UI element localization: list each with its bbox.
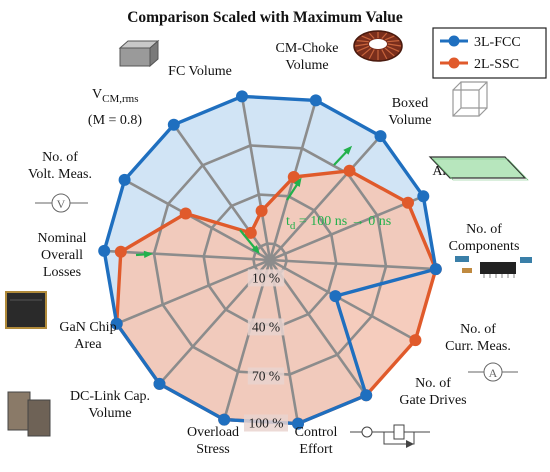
- gan-chip-icon: [5, 291, 47, 329]
- ring-label-1: 10 %: [252, 270, 280, 285]
- grid-spoke-fc-volume: [240, 96, 272, 261]
- components-icon: [455, 256, 532, 278]
- category-label-overload-stress: Overload Stress: [187, 425, 239, 457]
- point-2l-ssc-area-pcb: [402, 196, 414, 209]
- voltmeter-icon: V: [35, 193, 88, 213]
- category-label-no-of-volt-meas: No. of Volt. Meas.: [28, 150, 92, 182]
- category-label-vcm-rms: VCM,rms: [92, 87, 139, 105]
- legend-label-2l-ssc: 2L-SSC: [474, 57, 519, 72]
- point-2l-ssc-vcm-rms-m-0-8: [244, 226, 257, 239]
- control-block-icon: [350, 424, 430, 448]
- point-3l-fcc-control-effort: [292, 417, 304, 430]
- point-2l-ssc-no-of-volt-meas: [179, 207, 192, 220]
- grid-spoke-no-of-volt-meas: [123, 178, 271, 262]
- point-3l-fcc-boxed-volume: [374, 130, 387, 143]
- legend: 3L-FCC 2L-SSC: [432, 27, 547, 79]
- grid-spoke-boxed-volume: [269, 135, 382, 261]
- ring-label-bg-1: [247, 269, 285, 287]
- point-2l-ssc-cm-choke-volume: [287, 171, 300, 183]
- legend-label-3l-fcc: 3L-FCC: [474, 35, 521, 50]
- grid-spoke-no-of-components: [269, 258, 436, 271]
- category-label-cm-choke-volume: CM-Choke Volume: [276, 41, 339, 73]
- ring-label-4: 100 %: [249, 416, 284, 431]
- ring-label-bg-3: [247, 367, 285, 385]
- point-3l-fcc-nominal-overall-losses: [98, 244, 111, 257]
- dc-link-capacitor-icon: [7, 391, 51, 437]
- grid-spoke-area-pcb: [269, 195, 424, 262]
- grid-spoke-control-effort: [268, 259, 300, 424]
- point-3l-fcc-area-pcb: [417, 190, 430, 203]
- ammeter-icon: A: [468, 362, 518, 382]
- point-2l-ssc-no-of-curr-meas: [409, 334, 422, 347]
- category-label-gan-chip-area: GaN Chip Area: [59, 320, 116, 352]
- ring-label-bg-2: [247, 318, 285, 336]
- box-volume-icon: [452, 81, 488, 117]
- chart-title: Comparison Scaled with Maximum Value: [127, 9, 403, 26]
- annotation-arrowhead-2: [293, 177, 302, 187]
- point-3l-fcc-no-of-volt-meas: [118, 173, 131, 186]
- category-label-no-of-gate-drives: No. of Gate Drives: [399, 376, 466, 408]
- category-label-nominal-overall-losses: Nominal Overall Losses: [38, 231, 87, 280]
- grid-spoke-no-of-gate-drives: [268, 259, 368, 397]
- annotation-text: td = 100 ns → 0 ns: [286, 214, 391, 232]
- legend-marker-3l-fcc: [448, 35, 460, 47]
- category-label-boxed-volume: Boxed Volume: [388, 96, 431, 128]
- point-3l-fcc-fc-volume: [236, 90, 248, 103]
- legend-marker-2l-ssc: [448, 57, 460, 69]
- annotation-arrowhead-3: [343, 145, 353, 155]
- point-3l-fcc-cm-choke-volume: [309, 94, 322, 107]
- category-label-dc-link-cap-volume: DC-Link Cap. Volume: [70, 389, 150, 421]
- grid-spoke-gan-chip-area: [116, 258, 271, 325]
- category-label-vcm-condition: (M = 0.8): [88, 113, 143, 128]
- grid-spoke-overload-stress: [222, 259, 272, 420]
- point-2l-ssc-boxed-volume: [343, 164, 356, 177]
- svg-text:A: A: [489, 366, 498, 380]
- point-3l-fcc-no-of-curr-meas: [329, 290, 342, 303]
- grid-spoke-nominal-overall-losses: [104, 249, 271, 262]
- point-2l-ssc-nominal-overall-losses: [114, 245, 127, 258]
- pcb-icon: [428, 156, 529, 181]
- ring-label-3: 70 %: [252, 369, 280, 384]
- point-3l-fcc-no-of-gate-drives: [360, 389, 373, 402]
- category-label-control-effort: Control Effort: [295, 425, 338, 457]
- category-label-no-of-curr-meas: No. of Curr. Meas.: [445, 322, 511, 354]
- point-3l-fcc-overload-stress: [218, 413, 231, 426]
- point-3l-fcc-dc-link-cap-volume: [153, 377, 166, 390]
- fc-volume-icon: [118, 39, 160, 68]
- point-3l-fcc-gan-chip-area: [110, 317, 123, 330]
- point-3l-fcc-no-of-components: [429, 263, 442, 276]
- annotation-arrowhead-4: [143, 250, 153, 258]
- grid-spoke-no-of-curr-meas: [269, 258, 417, 342]
- svg-text:V: V: [57, 197, 66, 211]
- point-3l-fcc-vcm-rms-m-0-8: [167, 118, 180, 131]
- point-2l-ssc-fc-volume: [255, 204, 268, 217]
- category-label-fc-volume: FC Volume: [168, 64, 232, 79]
- ring-label-bg-4: [244, 414, 288, 432]
- annotation-arrowhead-1: [251, 245, 260, 255]
- category-label-no-of-components: No. of Components: [449, 222, 520, 254]
- cm-choke-icon: [353, 30, 403, 62]
- ring-label-2: 40 %: [252, 319, 280, 334]
